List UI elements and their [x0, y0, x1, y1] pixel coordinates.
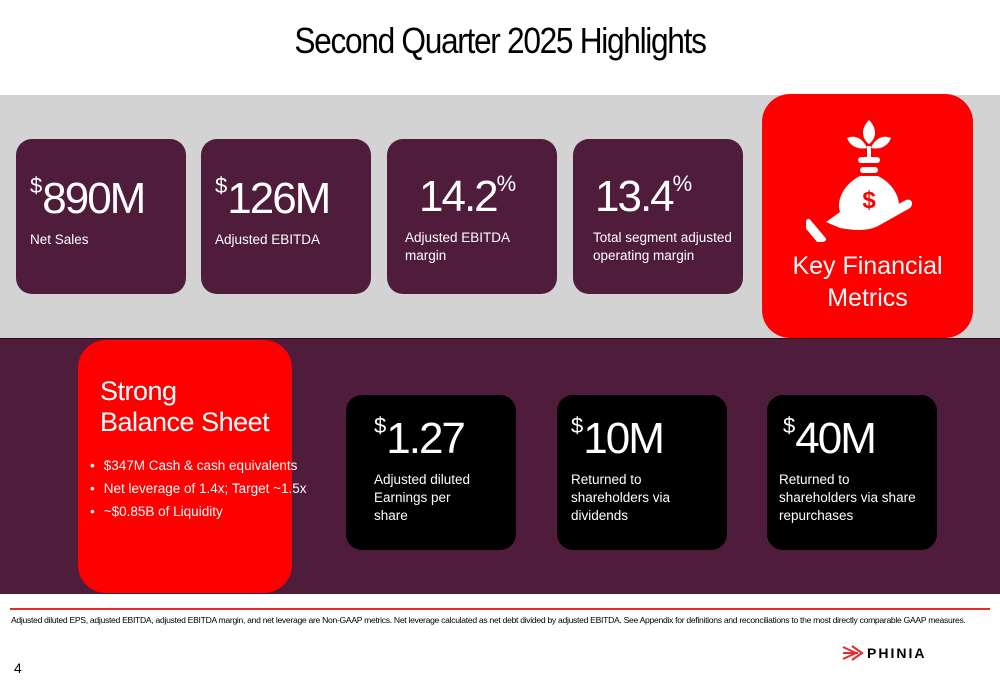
- currency-symbol: $: [571, 413, 584, 438]
- bullet-item: ~$0.85B of Liquidity: [90, 504, 307, 519]
- metric-card-segment-margin: 13.4% Total segment adjusted operating m…: [573, 139, 743, 294]
- phinia-arrow-icon: [842, 645, 864, 661]
- currency-symbol: $: [215, 173, 228, 198]
- metric-value: 126M: [227, 174, 331, 223]
- metric-card-net-sales: $890M Net Sales: [16, 139, 186, 294]
- metric-label: Returned to shareholders via dividends: [571, 472, 671, 523]
- metric-label: Total segment adjusted operating margin: [593, 230, 732, 263]
- metric-value: 1.27: [386, 414, 466, 463]
- currency-symbol: $: [374, 413, 387, 438]
- metric-value: 13.4: [595, 172, 675, 221]
- key-financial-metrics-card: $ Key Financial Metrics: [762, 94, 973, 338]
- repurchases-card: $40M Returned to shareholders via share …: [767, 395, 937, 550]
- percent-symbol: %: [496, 171, 517, 196]
- page-title: Second Quarter 2025 Highlights: [294, 20, 707, 61]
- balance-sheet-heading: Strong Balance Sheet: [100, 376, 270, 437]
- metric-card-ebitda-margin: 14.2% Adjusted EBITDA margin: [387, 139, 557, 294]
- metric-label: Adjusted diluted Earnings per share: [374, 472, 471, 523]
- metric-value: 40M: [795, 414, 877, 463]
- eps-card: $1.27 Adjusted diluted Earnings per shar…: [346, 395, 516, 550]
- money-bag-in-hand-icon: $: [806, 120, 913, 242]
- metric-value: 14.2: [419, 172, 499, 221]
- metric-label: Adjusted EBITDA margin: [405, 230, 510, 263]
- key-financial-metrics-label: Key Financial Metrics: [792, 252, 943, 312]
- footer-divider: [10, 608, 990, 610]
- currency-symbol: $: [30, 173, 43, 198]
- metric-value: 890M: [42, 174, 146, 223]
- footnote: Adjusted diluted EPS, adjusted EBITDA, a…: [11, 615, 966, 625]
- metric-card-adjusted-ebitda: $126M Adjusted EBITDA: [201, 139, 371, 294]
- metric-label: Returned to shareholders via share repur…: [779, 472, 916, 523]
- currency-symbol: $: [783, 413, 796, 438]
- phinia-logo: PHINIA: [842, 644, 926, 662]
- metric-label: Adjusted EBITDA: [215, 232, 321, 247]
- balance-sheet-bullets: $347M Cash & cash equivalents Net levera…: [90, 458, 307, 527]
- metric-label: Net Sales: [30, 232, 89, 247]
- metric-value: 10M: [583, 414, 665, 463]
- bullet-item: Net leverage of 1.4x; Target ~1.5x: [90, 481, 307, 496]
- dividends-card: $10M Returned to shareholders via divide…: [557, 395, 727, 550]
- page-number: 4: [14, 660, 22, 676]
- percent-symbol: %: [672, 171, 693, 196]
- bullet-item: $347M Cash & cash equivalents: [90, 458, 307, 473]
- svg-text:$: $: [862, 187, 876, 214]
